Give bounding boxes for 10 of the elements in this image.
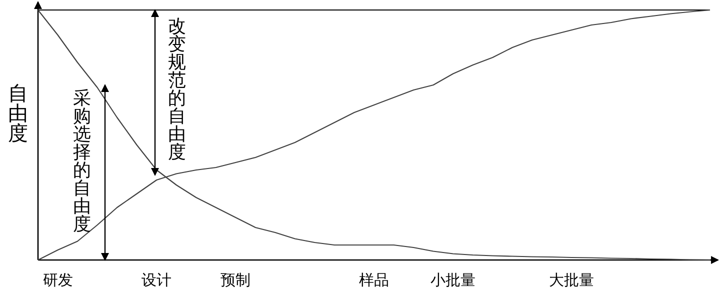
x-tick-label: 预制 [220,271,251,289]
annotation: 改变规范的自由度 [168,16,186,163]
x-tick-label: 设计 [142,271,172,289]
text: 自由度 [8,81,28,145]
x-tick-label: 样品 [359,271,389,289]
x-tick-label: 大批量 [549,271,594,289]
text: 采购选择的 [73,88,91,181]
x-tick-label: 小批量 [430,271,476,289]
x-tick-label: 研发 [42,271,73,289]
y-axis-title: 自由度 [73,178,91,235]
